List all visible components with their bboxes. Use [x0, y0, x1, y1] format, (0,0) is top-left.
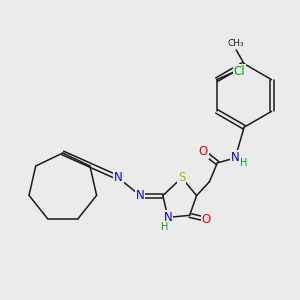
Text: N: N [136, 189, 145, 202]
Text: H: H [240, 158, 248, 168]
Text: O: O [202, 213, 211, 226]
Text: Cl: Cl [234, 65, 245, 78]
Text: N: N [231, 152, 240, 164]
Text: CH₃: CH₃ [228, 38, 244, 47]
Text: N: N [114, 171, 123, 184]
Text: S: S [178, 171, 185, 184]
Text: N: N [164, 211, 172, 224]
Text: O: O [199, 146, 208, 158]
Text: H: H [161, 222, 169, 232]
